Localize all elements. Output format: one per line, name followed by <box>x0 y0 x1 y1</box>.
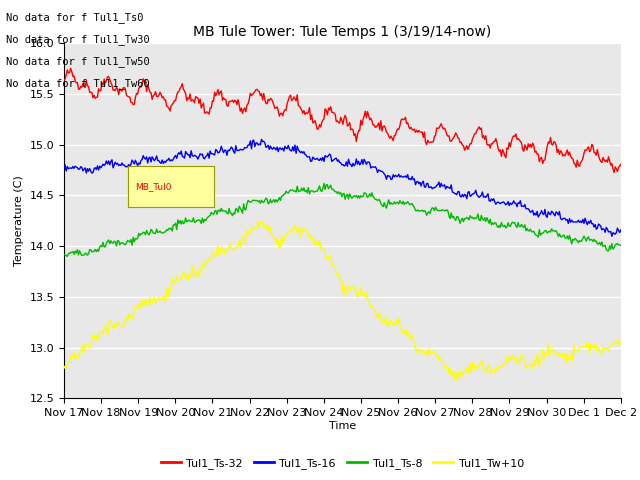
Title: MB Tule Tower: Tule Temps 1 (3/19/14-now): MB Tule Tower: Tule Temps 1 (3/19/14-now… <box>193 25 492 39</box>
Text: No data for f Tul1_Tw30: No data for f Tul1_Tw30 <box>6 34 150 45</box>
Text: No data for f Tul1_Tw60: No data for f Tul1_Tw60 <box>6 78 150 89</box>
Legend: Tul1_Ts-32, Tul1_Ts-16, Tul1_Ts-8, Tul1_Tw+10: Tul1_Ts-32, Tul1_Ts-16, Tul1_Ts-8, Tul1_… <box>156 454 529 473</box>
Text: No data for f Tul1_Ts0: No data for f Tul1_Ts0 <box>6 12 144 23</box>
X-axis label: Time: Time <box>329 421 356 431</box>
Text: No data for f Tul1_Tw50: No data for f Tul1_Tw50 <box>6 56 150 67</box>
Y-axis label: Temperature (C): Temperature (C) <box>14 175 24 266</box>
